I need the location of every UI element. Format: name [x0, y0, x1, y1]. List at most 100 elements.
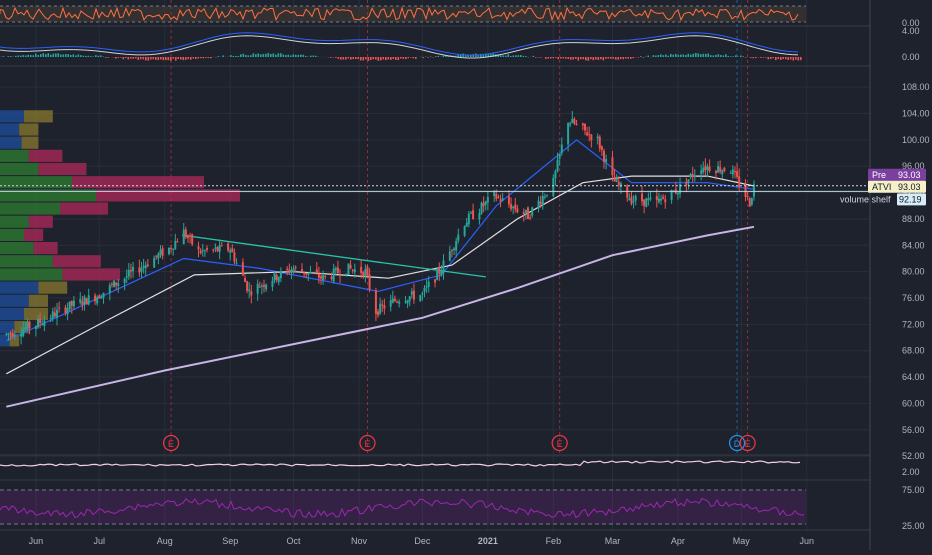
candle-body	[618, 182, 620, 185]
candle-body	[248, 290, 250, 292]
time-tick-label: Feb	[546, 536, 562, 546]
candle-body	[544, 196, 546, 197]
macd-histogram-bar	[793, 57, 795, 61]
macd-histogram-bar	[605, 57, 607, 59]
macd-histogram-bar	[578, 57, 580, 61]
macd-histogram-bar	[773, 57, 775, 58]
macd-histogram-bar	[288, 55, 290, 57]
macd-histogram-bar	[73, 54, 75, 57]
candle-body	[457, 235, 459, 241]
volume-profile-down-bar	[22, 137, 39, 149]
macd-histogram-bar	[340, 57, 342, 60]
macd-histogram-bar	[173, 57, 175, 59]
time-tick-label: Oct	[287, 536, 302, 546]
macd-histogram-bar	[38, 55, 40, 57]
macd-histogram-bar	[88, 56, 90, 57]
macd-histogram-bar	[383, 57, 385, 59]
macd-histogram-bar	[435, 56, 437, 57]
candle-body	[390, 300, 392, 307]
candle-body	[472, 210, 474, 219]
last-price-tag-symbol: ATVI	[872, 182, 891, 192]
macd-histogram-bar	[680, 55, 682, 57]
candle-body	[379, 304, 381, 314]
macd-histogram-bar	[330, 57, 332, 58]
macd-histogram-bar	[290, 56, 292, 57]
candle-body	[219, 245, 221, 252]
candle-body	[614, 177, 616, 182]
candle-body	[603, 151, 605, 162]
candle-body	[115, 282, 117, 285]
macd-histogram-bar	[743, 56, 745, 57]
candle-body	[191, 234, 193, 244]
macd-histogram-bar	[683, 55, 685, 57]
candle-body	[43, 321, 45, 327]
macd-histogram-bar	[255, 54, 257, 57]
macd-histogram-bar	[275, 55, 277, 57]
candle-body	[206, 248, 208, 250]
candle-body	[96, 297, 98, 303]
macd-histogram-bar	[545, 57, 547, 59]
candle-body	[231, 248, 233, 252]
macd-histogram-bar	[745, 57, 747, 58]
volume-profile-down-bar	[38, 163, 86, 175]
macd-histogram-bar	[248, 55, 250, 57]
candle-body	[588, 134, 590, 135]
macd-histogram-bar	[515, 55, 517, 57]
candle-body	[354, 269, 356, 272]
volume-profile-down-bar	[29, 150, 63, 162]
macd-histogram-bar	[653, 55, 655, 57]
macd-histogram-bar	[155, 57, 157, 60]
macd-histogram-bar	[25, 55, 27, 57]
time-tick-label: May	[733, 536, 751, 546]
macd-histogram-bar	[410, 57, 412, 58]
candle-body	[250, 291, 252, 295]
candle-body	[554, 171, 556, 178]
candle-body	[546, 195, 548, 196]
macd-histogram-bar	[8, 56, 10, 57]
candle-body	[305, 273, 307, 275]
macd-histogram-bar	[695, 53, 697, 57]
candle-body	[229, 250, 231, 253]
candle-body	[204, 250, 206, 251]
macd-histogram-bar	[85, 56, 87, 57]
candle-body	[383, 305, 385, 308]
macd-histogram-bar	[80, 55, 82, 57]
candle-body	[694, 175, 696, 176]
candle-body	[350, 265, 352, 268]
candle-body	[645, 198, 647, 207]
candle-body	[280, 271, 282, 278]
macd-histogram-bar	[158, 57, 160, 60]
stoch-band	[0, 6, 806, 22]
volume-profile-down-bar	[24, 110, 53, 122]
candle-body	[700, 170, 702, 174]
candle-body	[586, 132, 588, 135]
candle-body	[426, 286, 428, 287]
macd-histogram-bar	[378, 57, 380, 61]
macd-histogram-bar	[648, 56, 650, 57]
macd-histogram-bar	[393, 57, 395, 59]
macd-histogram-bar	[23, 55, 25, 57]
candle-body	[98, 296, 100, 299]
candle-body	[455, 241, 457, 250]
macd-histogram-bar	[60, 55, 62, 57]
candle-body	[436, 269, 438, 280]
macd-histogram-bar	[665, 54, 667, 57]
candle-body	[440, 271, 442, 275]
macd-histogram-bar	[123, 57, 125, 59]
macd-histogram-bar	[365, 57, 367, 59]
macd-histogram-bar	[105, 57, 107, 58]
candle-body	[559, 154, 561, 159]
macd-histogram-bar	[778, 57, 780, 59]
candle-body	[81, 302, 83, 305]
macd-histogram-bar	[55, 53, 57, 57]
macd-histogram-bar	[368, 57, 370, 61]
macd-histogram-bar	[715, 55, 717, 57]
macd-histogram-bar	[240, 54, 242, 57]
macd-histogram-bar	[33, 55, 35, 57]
macd-histogram-bar	[733, 56, 735, 57]
price-tick-label: 88.00	[902, 214, 925, 224]
candle-body	[449, 251, 451, 260]
macd-histogram-bar	[203, 57, 205, 58]
